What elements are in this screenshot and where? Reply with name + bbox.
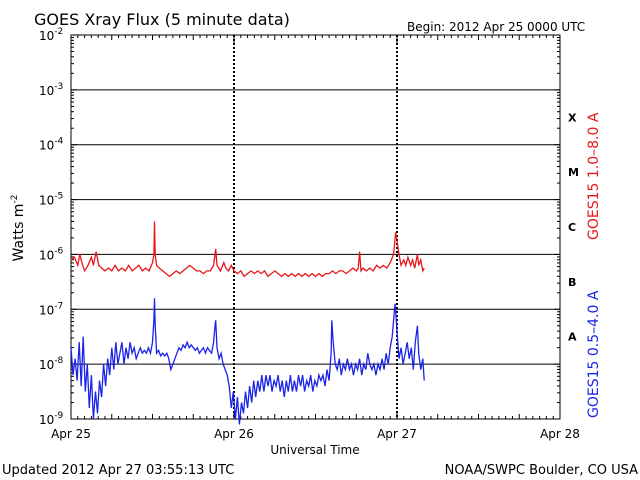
x-axis-label: Universal Time (270, 443, 359, 457)
credit-text: NOAA/SWPC Boulder, CO USA (445, 463, 638, 478)
series-line-short-wave (70, 298, 425, 425)
y-axis-ticks: 10-2 10-3 10-4 10-5 10-6 10-7 10-8 10-9 (39, 27, 560, 427)
flare-class-a: A (568, 331, 577, 344)
flare-class-c: C (568, 221, 576, 234)
flare-class-m: M (568, 166, 579, 179)
y-tick-label: 10-3 (39, 82, 63, 98)
y-axis-label-group: Watts m-2 (10, 195, 27, 262)
flare-class-b: B (568, 276, 576, 289)
flare-class-labels: X M C B A (568, 111, 579, 343)
flare-class-x: X (568, 111, 577, 124)
x-tick-label: Apr 27 (377, 427, 417, 441)
chart-title: GOES Xray Flux (5 minute data) (34, 10, 290, 29)
x-tick-label: Apr 28 (540, 427, 580, 441)
begin-label: Begin: 2012 Apr 25 0000 UTC (407, 20, 585, 34)
y-tick-label: 10-9 (39, 411, 64, 427)
red-series-side-label-group: GOES15 1.0–8.0 A (586, 112, 602, 240)
y-tick-label: 10-7 (39, 301, 63, 317)
y-tick-label: 10-8 (39, 356, 64, 372)
updated-timestamp: Updated 2012 Apr 27 03:55:13 UTC (2, 463, 234, 478)
y-tick-label: 10-6 (39, 246, 64, 262)
data-series (70, 221, 425, 425)
y-tick-label: 10-5 (39, 192, 63, 208)
plot-frame (70, 34, 561, 420)
svg-text:Watts m-2: Watts m-2 (10, 195, 27, 262)
series-line-long-wave (70, 221, 425, 278)
y-tick-label: 10-2 (39, 27, 63, 43)
y-axis-label-exponent: -2 (10, 195, 20, 204)
y-axis-label: Watts m (11, 204, 27, 262)
red-series-side-label: GOES15 1.0–8.0 A (586, 112, 602, 240)
y-tick-label: 10-4 (39, 137, 64, 153)
grid-lines (71, 89, 560, 365)
blue-series-side-label: GOES15 0.5–4.0 A (586, 290, 602, 418)
blue-series-side-label-group: GOES15 0.5–4.0 A (586, 290, 602, 418)
x-tick-label: Apr 26 (214, 427, 254, 441)
x-axis-ticks: Apr 25 Apr 26 Apr 27 Apr 28 (51, 35, 580, 441)
day-divider-lines (233, 35, 398, 419)
x-tick-label: Apr 25 (51, 427, 91, 441)
